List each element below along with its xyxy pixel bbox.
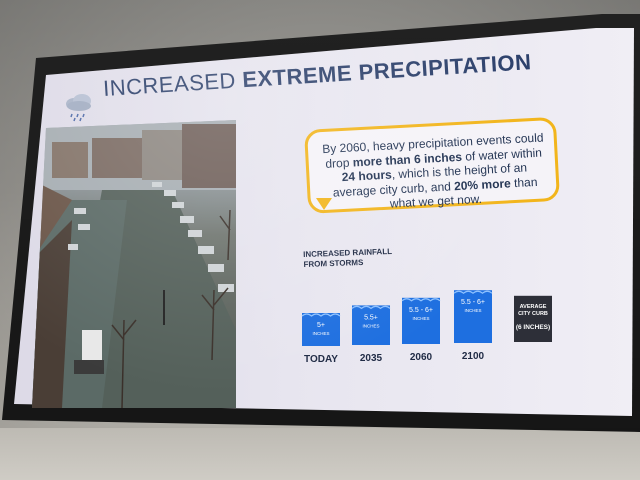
category-label: 2035 bbox=[360, 353, 383, 364]
bar-sublabel: INCHES bbox=[464, 308, 481, 313]
bar-label: 5.5+ bbox=[364, 314, 378, 321]
callout-bubble: By 2060, heavy precipitation events coul… bbox=[304, 116, 561, 214]
rain-bar: 5.5+ INCHES 2035 bbox=[351, 305, 391, 364]
curb-bar: AVERAGE CITY CURB (6 INCHES) bbox=[514, 295, 552, 342]
bar-label: 5+ bbox=[317, 322, 325, 329]
bar-rect bbox=[302, 313, 340, 346]
category-label: 2100 bbox=[462, 351, 485, 362]
flooded-street-photo bbox=[32, 120, 236, 408]
bar-rect bbox=[352, 305, 390, 345]
category-label: 2060 bbox=[410, 352, 433, 363]
bar-label: AVERAGE CITY CURB bbox=[518, 304, 548, 317]
callout-bold-3: 20% more bbox=[453, 175, 512, 193]
rain-bar: 5+ INCHES TODAY bbox=[301, 313, 341, 365]
callout-text-2: of water within bbox=[461, 145, 543, 164]
rainfall-bar-chart: 5+ INCHES TODAY 5.5+ INCHES 2035 5.5 - 6+ INCHE… bbox=[301, 290, 552, 365]
wave-line bbox=[401, 298, 441, 302]
bar-sublabel: INCHES bbox=[362, 323, 379, 328]
rain-bar: 5.5 - 6+ INCHES 2060 bbox=[401, 297, 441, 363]
bar-rect bbox=[454, 290, 492, 343]
wave-line bbox=[301, 313, 341, 317]
rain-bar: 5.5 - 6+ INCHES 2100 bbox=[453, 290, 493, 362]
bar-sublabel: (6 INCHES) bbox=[516, 324, 550, 331]
cloud-rain-icon bbox=[66, 94, 91, 122]
bar-sublabel: INCHES bbox=[412, 316, 429, 321]
bar-sublabel: INCHES bbox=[312, 331, 329, 336]
bar-rect bbox=[514, 295, 552, 342]
callout-text: By 2060, heavy precipitation events coul… bbox=[322, 130, 547, 214]
wave-line bbox=[351, 305, 391, 310]
wave-line bbox=[453, 290, 493, 294]
bar-label: 5.5 - 6+ bbox=[461, 299, 485, 306]
bar-rect bbox=[402, 297, 440, 344]
callout-tail bbox=[316, 198, 332, 210]
category-label: TODAY bbox=[304, 354, 338, 365]
bar-label: 5.5 - 6+ bbox=[409, 307, 433, 314]
wall-lower bbox=[0, 428, 640, 480]
